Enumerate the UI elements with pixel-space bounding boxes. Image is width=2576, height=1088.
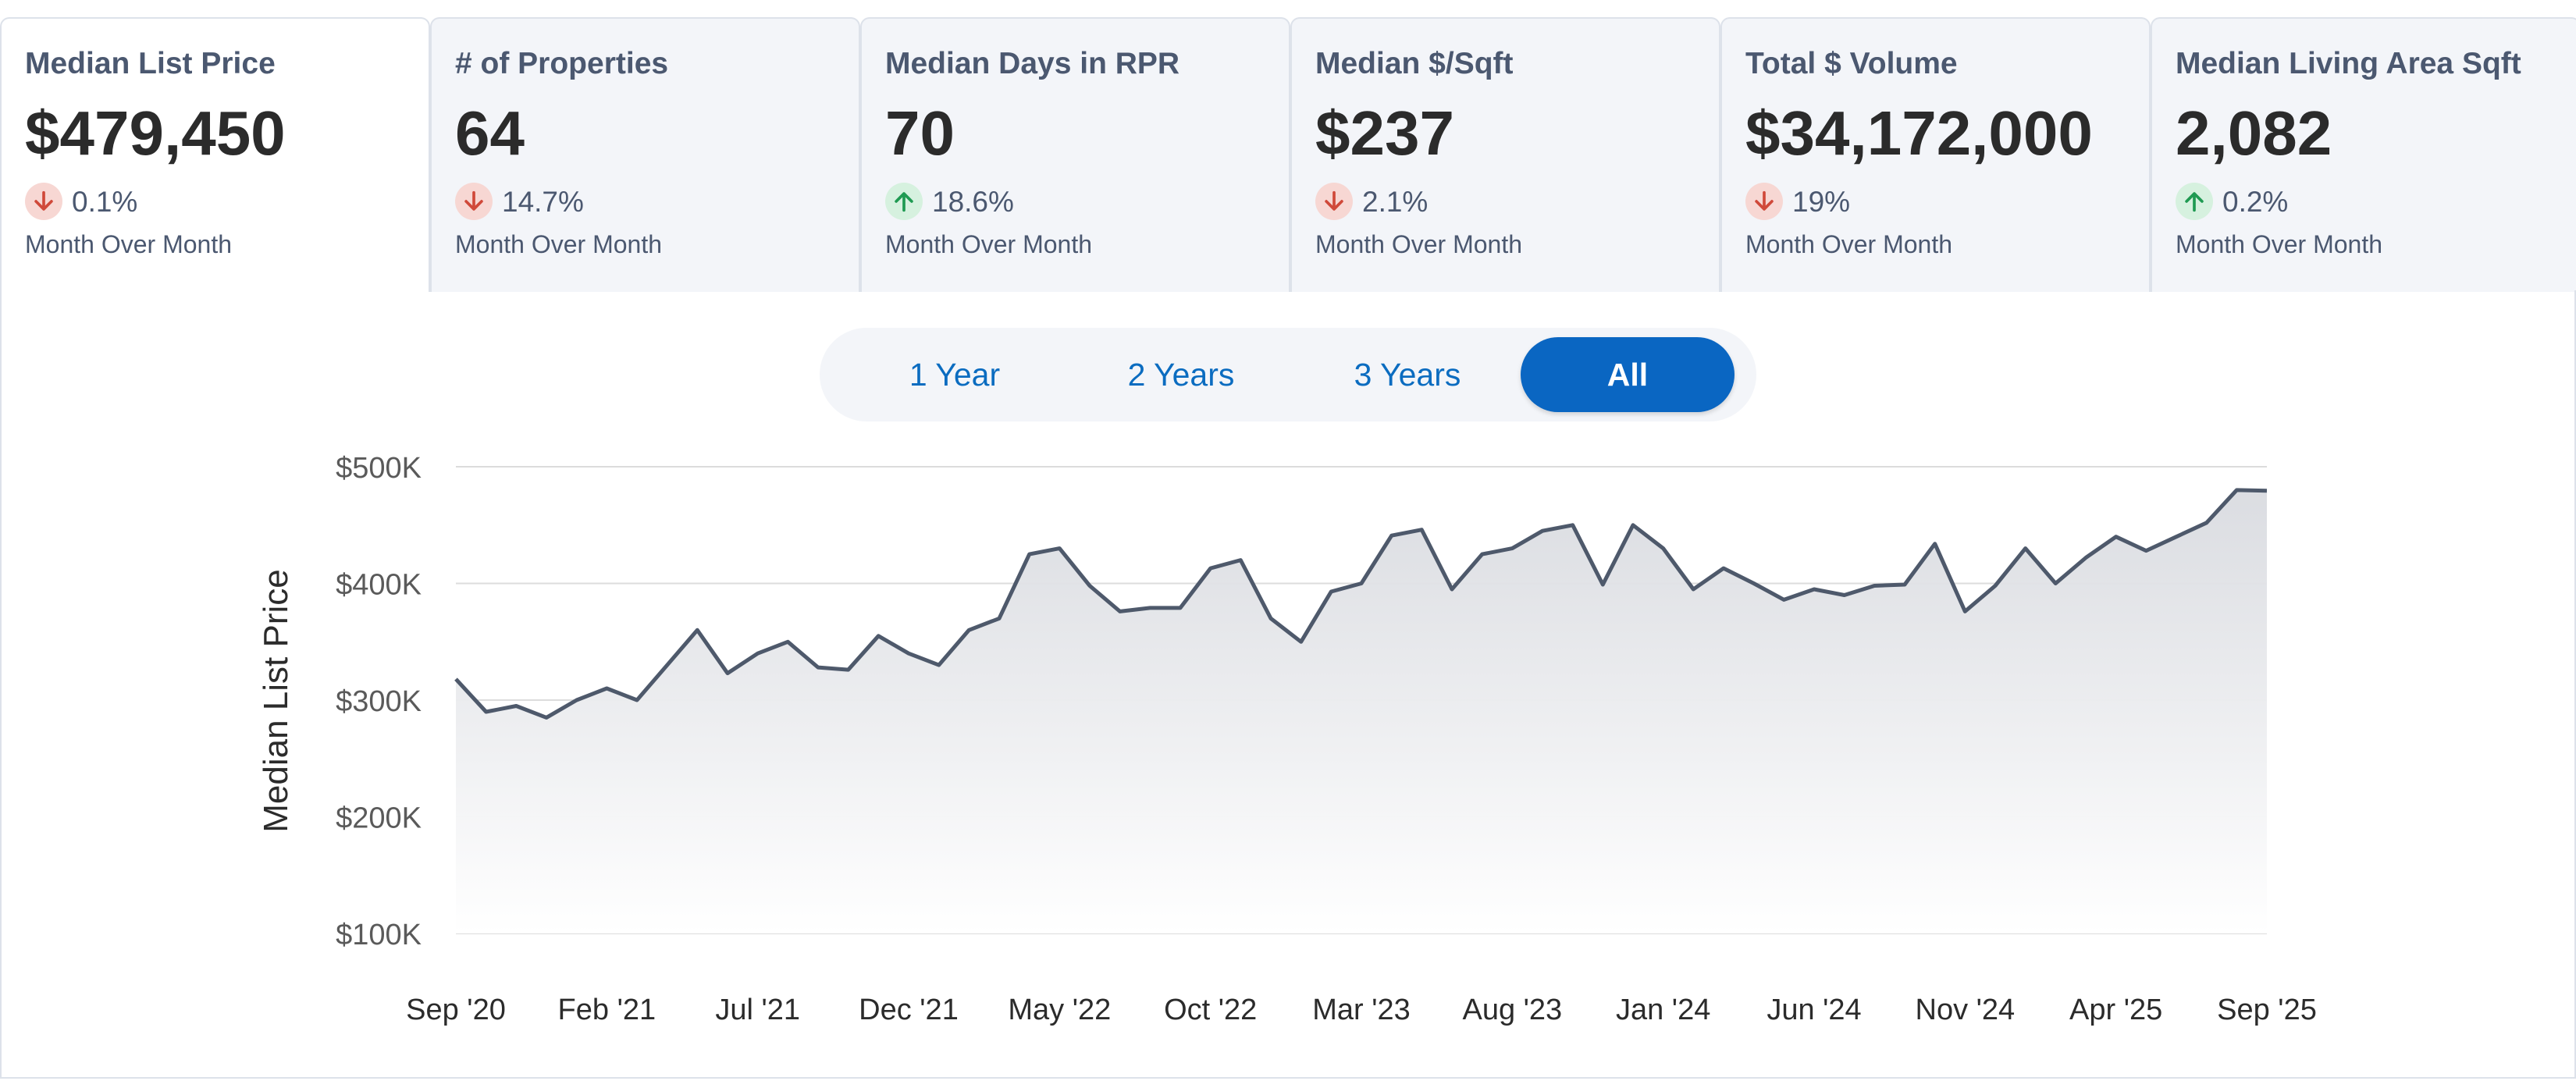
arrow-up-icon bbox=[885, 183, 923, 220]
x-tick-label: Nov '24 bbox=[1916, 994, 2016, 1026]
x-tick-label: May '22 bbox=[1008, 994, 1111, 1026]
kpi-tab-of-properties[interactable]: # of Properties 64 14.7% Month Over Month bbox=[430, 17, 860, 292]
kpi-change-percent: 18.6% bbox=[932, 185, 1014, 218]
x-tick-label: Oct '22 bbox=[1164, 994, 1257, 1026]
kpi-period: Month Over Month bbox=[1745, 230, 1952, 258]
kpi-value: $237 bbox=[1315, 98, 1454, 168]
y-tick-label: $500K bbox=[336, 452, 422, 485]
kpi-period: Month Over Month bbox=[2176, 230, 2382, 258]
y-tick-label: $200K bbox=[336, 802, 422, 835]
kpi-value: 64 bbox=[455, 98, 525, 168]
x-tick-label: Aug '23 bbox=[1462, 994, 1562, 1026]
x-tick-label: Apr '25 bbox=[2069, 994, 2162, 1026]
arrow-down-icon bbox=[1315, 183, 1353, 220]
price-area bbox=[456, 489, 2267, 933]
kpi-change-percent: 2.1% bbox=[1362, 185, 1429, 218]
kpi-change-percent: 19% bbox=[1792, 185, 1851, 218]
kpi-change: 2.1% bbox=[1315, 182, 1719, 221]
arrow-down-icon bbox=[455, 183, 493, 220]
range-all-button[interactable]: All bbox=[1521, 337, 1735, 412]
kpi-change: 19% bbox=[1745, 182, 2149, 221]
arrow-up-icon bbox=[2176, 183, 2213, 220]
y-tick-label: $400K bbox=[336, 569, 422, 602]
kpi-label: # of Properties bbox=[455, 47, 669, 80]
kpi-period: Month Over Month bbox=[455, 230, 662, 258]
kpi-change: 14.7% bbox=[455, 182, 859, 221]
kpi-label: Median List Price bbox=[25, 47, 276, 80]
x-tick-label: Sep '20 bbox=[406, 994, 506, 1026]
kpi-value: 2,082 bbox=[2176, 98, 2332, 168]
x-tick-label: Mar '23 bbox=[1312, 994, 1411, 1026]
kpi-label: Median $/Sqft bbox=[1315, 47, 1514, 80]
kpi-period: Month Over Month bbox=[885, 230, 1092, 258]
x-tick-label: Sep '25 bbox=[2217, 994, 2317, 1026]
x-tick-label: Dec '21 bbox=[859, 994, 959, 1026]
range-1-year-button[interactable]: 1 Year bbox=[841, 337, 1068, 412]
kpi-label: Median Days in RPR bbox=[885, 47, 1180, 80]
kpi-change-percent: 14.7% bbox=[502, 185, 584, 218]
kpi-change: 0.2% bbox=[2176, 182, 2576, 221]
kpi-period: Month Over Month bbox=[25, 230, 232, 258]
x-tick-label: Feb '21 bbox=[558, 994, 656, 1026]
kpi-tab-median-list-price[interactable]: Median List Price $479,450 0.1% Month Over … bbox=[0, 17, 430, 292]
kpi-change-percent: 0.2% bbox=[2222, 185, 2289, 218]
x-tick-label: Jun '24 bbox=[1767, 994, 1861, 1026]
range-3-years-button[interactable]: 3 Years bbox=[1294, 337, 1521, 412]
price-line bbox=[454, 488, 2268, 720]
kpi-label: Total $ Volume bbox=[1745, 47, 1958, 80]
x-tick-label: Jul '21 bbox=[715, 994, 800, 1026]
kpi-period: Month Over Month bbox=[1315, 230, 1522, 258]
arrow-down-icon bbox=[25, 183, 62, 220]
kpi-tab-median-living-area-sqft[interactable]: Median Living Area Sqft 2,082 0.2% Month Ov… bbox=[2151, 17, 2576, 292]
kpi-change: 0.1% bbox=[25, 182, 429, 221]
range-toggle: 1 Year 2 Years 3 Years All bbox=[820, 328, 1756, 421]
kpi-value: $34,172,000 bbox=[1745, 98, 2093, 168]
y-axis-label: Median List Price bbox=[257, 569, 295, 832]
kpi-label: Median Living Area Sqft bbox=[2176, 47, 2521, 80]
kpi-change: 18.6% bbox=[885, 182, 1289, 221]
y-tick-label: $100K bbox=[336, 919, 422, 951]
y-tick-label: $300K bbox=[336, 685, 422, 718]
kpi-change-percent: 0.1% bbox=[72, 185, 138, 218]
range-2-years-button[interactable]: 2 Years bbox=[1068, 337, 1294, 412]
kpi-tab-total-volume[interactable]: Total $ Volume $34,172,000 19% Month Over M… bbox=[1720, 17, 2151, 292]
kpi-tab-median-sqft[interactable]: Median $/Sqft $237 2.1% Month Over Month bbox=[1290, 17, 1720, 292]
arrow-down-icon bbox=[1745, 183, 1783, 220]
kpi-tab-median-days-in-rpr[interactable]: Median Days in RPR 70 18.6% Month Over Mont… bbox=[860, 17, 1290, 292]
kpi-tabs: Median List Price $479,450 0.1% Month Over … bbox=[0, 17, 2576, 292]
kpi-value: $479,450 bbox=[25, 98, 286, 168]
x-tick-label: Jan '24 bbox=[1616, 994, 1710, 1026]
kpi-value: 70 bbox=[885, 98, 955, 168]
